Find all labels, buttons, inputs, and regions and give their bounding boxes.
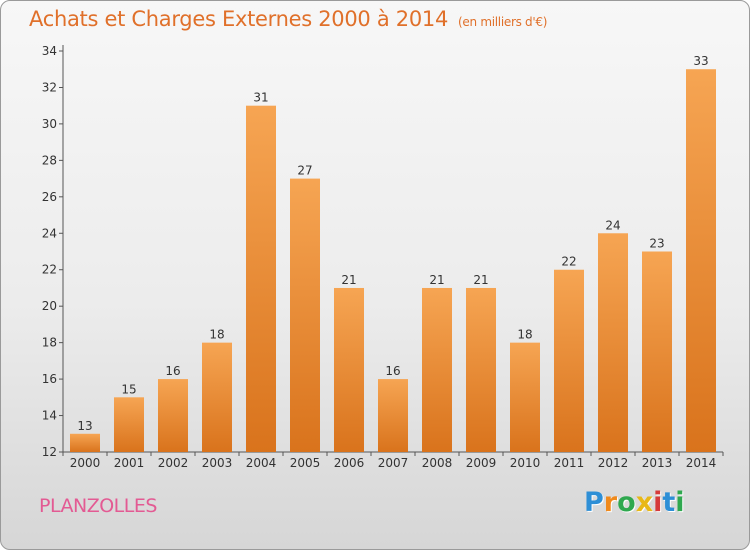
x-tick-label: 2008 [422, 456, 453, 470]
y-tick-label: 16 [42, 372, 57, 386]
x-tick-label: 2000 [70, 456, 101, 470]
data-label: 21 [473, 273, 488, 287]
data-label: 31 [253, 91, 268, 105]
value-labels: 13 15 16 18 31 27 21 16 21 21 18 22 24 23 33 [77, 54, 708, 433]
data-label: 18 [517, 328, 532, 342]
logo-letter: o [617, 487, 636, 518]
y-tick-label: 18 [42, 336, 57, 350]
logo-letter: t [662, 487, 676, 518]
bar [598, 233, 628, 452]
y-tick-label: 34 [42, 44, 57, 58]
bars [70, 69, 716, 453]
x-tick-label: 2010 [510, 456, 541, 470]
logo-letter: i [653, 487, 663, 518]
data-label: 22 [561, 255, 576, 269]
logo-letter: r [603, 487, 618, 518]
bar [246, 105, 276, 452]
x-tick-label: 2013 [642, 456, 673, 470]
bar [422, 287, 452, 452]
logo-letter: P [584, 487, 604, 518]
title-text: Achats et Charges Externes 2000 à 2014 [29, 7, 449, 31]
logo-letter: i [675, 487, 685, 518]
y-tick-label: 32 [42, 80, 57, 94]
y-tick-label: 22 [42, 263, 57, 277]
x-tick-label: 2001 [114, 456, 145, 470]
data-label: 21 [429, 273, 444, 287]
y-tick-label: 14 [42, 409, 57, 423]
axes: 12 14 16 18 20 22 24 26 28 30 32 34 2000 2001 2002 2003… [42, 44, 724, 470]
data-label: 15 [121, 382, 136, 396]
bar [686, 69, 716, 453]
bar [202, 342, 232, 452]
data-label: 33 [693, 54, 708, 68]
x-tick-label: 2007 [378, 456, 409, 470]
data-label: 27 [297, 164, 312, 178]
data-label: 13 [77, 419, 92, 433]
data-label: 16 [165, 364, 180, 378]
data-label: 24 [605, 218, 620, 232]
bar [334, 287, 364, 452]
data-label: 16 [385, 364, 400, 378]
x-tick-label: 2004 [246, 456, 277, 470]
x-tick-label: 2005 [290, 456, 321, 470]
y-tick-label: 20 [42, 299, 57, 313]
x-tick-label: 2006 [334, 456, 365, 470]
bar [510, 342, 540, 452]
logo-letter: x [635, 487, 654, 518]
y-tick-label: 30 [42, 117, 57, 131]
bar [114, 397, 144, 452]
bar [378, 379, 408, 452]
x-tick-label: 2009 [466, 456, 497, 470]
proxiti-logo: Proxiti [584, 487, 685, 518]
unit-label: (en milliers d'€) [458, 15, 548, 29]
x-tick-label: 2011 [554, 456, 585, 470]
bar [290, 178, 320, 452]
data-label: 18 [209, 328, 224, 342]
x-tick-label: 2002 [158, 456, 189, 470]
commune-name: PLANZOLLES [39, 495, 157, 517]
bar [158, 379, 188, 452]
x-tick-label: 2003 [202, 456, 233, 470]
bar [554, 269, 584, 452]
y-tick-label: 26 [42, 190, 57, 204]
data-label: 23 [649, 237, 664, 251]
y-tick-label: 24 [42, 226, 57, 240]
x-tick-label: 2014 [686, 456, 717, 470]
y-tick-label: 28 [42, 153, 57, 167]
x-tick-label: 2012 [598, 456, 629, 470]
bar [70, 433, 100, 452]
chart-title: Achats et Charges Externes 2000 à 2014 (e… [29, 7, 547, 31]
data-label: 21 [341, 273, 356, 287]
bar [466, 287, 496, 452]
bar [642, 251, 672, 452]
y-tick-label: 12 [42, 445, 57, 459]
